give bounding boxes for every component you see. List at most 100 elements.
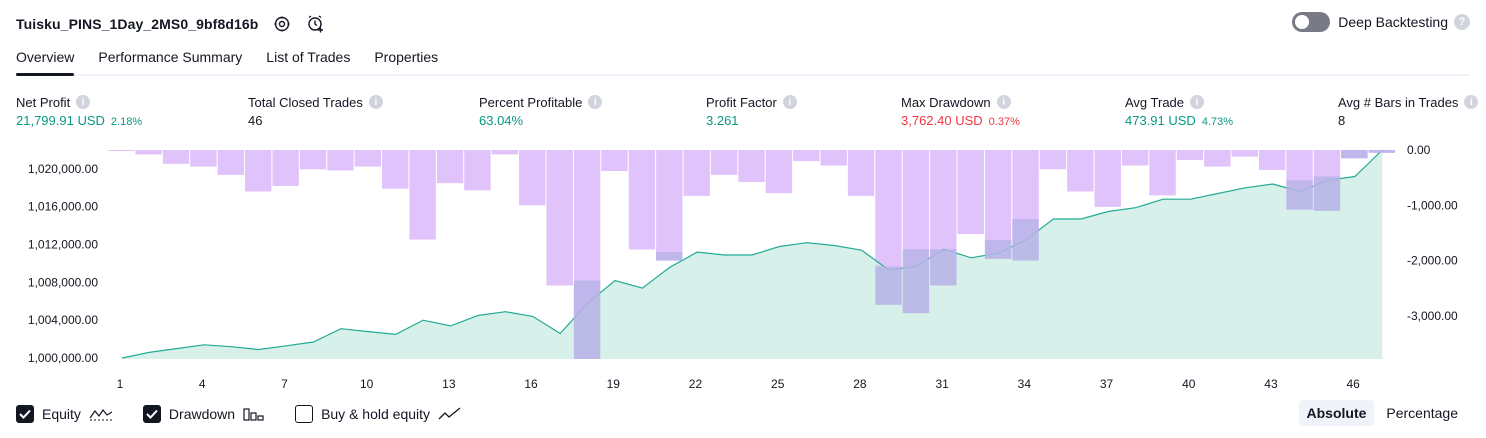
metric-value: 8 xyxy=(1338,113,1346,128)
info-icon[interactable]: i xyxy=(588,95,603,109)
drawdown-overlap-bar xyxy=(1341,150,1368,159)
drawdown-bar xyxy=(299,150,327,170)
tab-bar: Overview Performance Summary List of Tra… xyxy=(16,46,1470,76)
legend-equity[interactable]: Equity xyxy=(16,405,113,423)
metric-avg-bars-in-trades: Avg # Bars in Trades i 8 xyxy=(1338,93,1479,131)
tab-properties[interactable]: Properties xyxy=(374,49,439,65)
drawdown-bar xyxy=(436,150,464,184)
right-axis: 0.00 -1,000.00 -2,000.00 -3,000.00 xyxy=(1407,143,1458,323)
drawdown-bar xyxy=(601,150,628,172)
drawdown-overlap-bar xyxy=(1368,150,1395,153)
info-icon[interactable]: i xyxy=(1190,95,1205,109)
metric-value: 3,762.40 USD xyxy=(901,113,983,128)
drawdown-bar xyxy=(683,150,710,196)
chart-mode-switch: Absolute Percentage xyxy=(1295,400,1467,426)
metric-title: Max Drawdown xyxy=(901,94,991,110)
info-icon[interactable]: i xyxy=(782,95,797,109)
x-axis: 1 4 7 10 13 16 19 22 25 28 31 34 37 40 43 46 xyxy=(117,377,1361,391)
tab-list-of-trades[interactable]: List of Trades xyxy=(266,49,351,65)
legend-buy-hold-label: Buy & hold equity xyxy=(321,406,431,422)
percentage-button[interactable]: Percentage xyxy=(1386,405,1458,421)
drawdown-bar xyxy=(1204,150,1231,167)
x-axis-tick: 4 xyxy=(199,377,206,391)
x-axis-tick: 19 xyxy=(607,377,621,391)
x-axis-tick: 28 xyxy=(853,377,867,391)
drawdown-bar xyxy=(382,150,409,189)
settings-icon[interactable] xyxy=(272,14,292,34)
help-icon[interactable]: ? xyxy=(1454,14,1470,30)
legend-drawdown[interactable]: Drawdown xyxy=(142,405,265,423)
right-axis-tick: 0.00 xyxy=(1407,143,1431,157)
x-axis-tick: 10 xyxy=(360,377,374,391)
drawdown-bar xyxy=(628,150,656,250)
metric-title: Percent Profitable xyxy=(479,94,583,110)
x-axis-tick: 46 xyxy=(1347,377,1361,391)
legend-drawdown-label: Drawdown xyxy=(168,406,236,422)
metric-title: Avg Trade xyxy=(1125,94,1185,110)
info-icon[interactable]: i xyxy=(1464,95,1479,109)
metric-percent: 2.18% xyxy=(110,116,143,128)
info-icon[interactable]: i xyxy=(996,95,1011,109)
drawdown-bar xyxy=(1149,150,1176,196)
left-axis-tick: 1,000,000.00 xyxy=(28,351,98,365)
absolute-button[interactable]: Absolute xyxy=(1298,400,1375,426)
metric-title: Total Closed Trades xyxy=(248,94,363,110)
x-axis-tick: 31 xyxy=(935,377,949,391)
drawdown-bar xyxy=(738,150,765,183)
drawdown-bar xyxy=(1067,150,1094,192)
drawdown-bar xyxy=(656,150,683,261)
x-axis-tick: 1 xyxy=(117,377,124,391)
metric-total-closed-trades: Total Closed Trades i 46 xyxy=(248,93,383,131)
x-axis-tick: 37 xyxy=(1100,377,1114,391)
drawdown-bar xyxy=(1094,150,1121,207)
equity-fill xyxy=(121,150,1383,359)
metric-value: 63.04% xyxy=(479,113,524,128)
buy-hold-checkbox[interactable] xyxy=(295,405,314,423)
add-alert-icon[interactable] xyxy=(306,14,326,34)
deep-backtesting-toggle[interactable] xyxy=(1292,12,1331,32)
drawdown-bar xyxy=(1176,150,1204,160)
drawdown-bar xyxy=(957,150,984,235)
drawdown-checkbox[interactable] xyxy=(142,405,161,423)
x-axis-tick: 25 xyxy=(771,377,785,391)
info-icon[interactable]: i xyxy=(368,95,383,109)
drawdown-overlap-bar xyxy=(984,239,1012,259)
tab-overview[interactable]: Overview xyxy=(16,46,75,76)
drawdown-overlap-bar xyxy=(656,252,683,261)
metric-max-drawdown: Max Drawdown i 3,762.40 USD 0.37% xyxy=(901,93,1020,131)
left-axis: 1,000,000.00 1,004,000.00 1,008,000.00 1,01… xyxy=(28,162,98,365)
legend-buy-hold[interactable]: Buy & hold equity xyxy=(295,405,462,423)
drawdown-bar xyxy=(162,150,190,164)
left-axis-tick: 1,016,000.00 xyxy=(28,200,98,214)
x-axis-tick: 40 xyxy=(1182,377,1196,391)
drawdown-bar xyxy=(190,150,217,167)
strategy-name: Tuisku_PINS_1Day_2MS0_9bf8d16b xyxy=(16,16,259,32)
equity-line xyxy=(121,149,1383,359)
drawdown-overlap-bar xyxy=(1286,180,1313,210)
right-axis-tick: -1,000.00 xyxy=(1407,198,1458,212)
metric-value: 473.91 USD xyxy=(1125,113,1196,128)
drawdown-bars-icon xyxy=(243,407,265,421)
right-axis-tick: -2,000.00 xyxy=(1407,254,1458,268)
left-axis-tick: 1,008,000.00 xyxy=(28,275,98,289)
drawdown-bar xyxy=(546,150,573,286)
info-icon[interactable]: i xyxy=(76,95,91,109)
left-axis-tick: 1,004,000.00 xyxy=(28,313,98,327)
drawdown-overlap-bars xyxy=(573,150,1395,359)
metric-value: 21,799.91 USD xyxy=(16,113,105,128)
x-axis-tick: 13 xyxy=(442,377,456,391)
metric-percent: 4.73% xyxy=(1201,116,1234,128)
metric-percent-profitable: Percent Profitable i 63.04% xyxy=(479,93,603,131)
x-axis-tick: 16 xyxy=(524,377,538,391)
legend-equity-label: Equity xyxy=(42,406,81,422)
equity-drawdown-chart[interactable]: 1,000,000.00 1,004,000.00 1,008,000.00 1,01… xyxy=(0,140,1486,395)
tab-performance-summary[interactable]: Performance Summary xyxy=(98,49,243,65)
drawdown-overlap-bar xyxy=(930,249,957,286)
right-axis-tick: -3,000.00 xyxy=(1407,309,1458,323)
drawdown-bar xyxy=(135,150,162,155)
drawdown-overlap-bar xyxy=(1012,219,1039,261)
x-axis-tick: 34 xyxy=(1018,377,1032,391)
drawdown-bar xyxy=(1121,150,1149,166)
equity-checkbox[interactable] xyxy=(16,405,34,423)
metric-net-profit: Net Profit i 21,799.91 USD 2.18% xyxy=(16,93,142,131)
